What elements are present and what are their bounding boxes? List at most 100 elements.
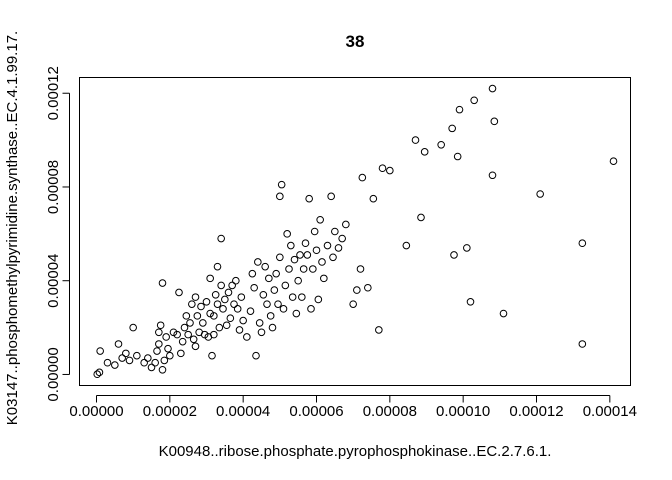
- x-tick-label: 0.00008: [363, 403, 417, 420]
- data-point: [287, 241, 295, 250]
- data-point: [490, 117, 499, 126]
- data-point: [437, 140, 445, 149]
- data-point: [211, 290, 220, 299]
- data-point: [232, 276, 240, 285]
- data-point: [342, 220, 350, 229]
- data-point: [338, 234, 346, 243]
- x-tick-label: 0.00014: [583, 403, 637, 420]
- data-point: [320, 274, 328, 283]
- data-point: [224, 288, 233, 297]
- data-point: [301, 239, 310, 248]
- x-axis-label: K00948..ribose.phosphate.pyrophosphokina…: [159, 443, 552, 460]
- data-point: [281, 281, 290, 290]
- data-point: [252, 351, 260, 360]
- data-point: [310, 227, 319, 236]
- data-point: [166, 351, 174, 360]
- y-tick-label: 0.00012: [45, 66, 62, 120]
- data-point: [96, 347, 104, 355]
- data-point: [466, 298, 475, 306]
- data-point: [417, 213, 425, 222]
- data-point: [125, 356, 134, 365]
- data-point: [578, 340, 587, 348]
- data-point: [266, 312, 275, 320]
- x-axis: 0.00000 0.00002 0.00004 0.00006 0.00008 0.000…: [69, 395, 637, 420]
- data-point: [268, 323, 277, 332]
- x-tick-label: 0.00002: [143, 403, 197, 420]
- data-point: [277, 180, 286, 189]
- chart-title: 38: [346, 32, 365, 51]
- data-point: [153, 347, 161, 355]
- data-point: [402, 241, 411, 250]
- data-point: [160, 356, 169, 365]
- data-point: [199, 319, 207, 327]
- data-point: [450, 251, 458, 259]
- data-point: [257, 328, 266, 337]
- data-point: [294, 276, 302, 285]
- plot-frame: [79, 77, 631, 386]
- data-point: [111, 361, 119, 369]
- data-point: [158, 279, 167, 287]
- data-point: [178, 337, 187, 346]
- data-point: [290, 255, 299, 264]
- data-point: [208, 351, 216, 360]
- data-point: [353, 286, 361, 294]
- data-point: [288, 293, 297, 301]
- data-point: [155, 328, 163, 337]
- data-point: [314, 295, 323, 304]
- data-point: [276, 253, 284, 262]
- data-point: [151, 358, 159, 367]
- data-point: [215, 323, 224, 332]
- x-tick-label: 0.00000: [69, 403, 123, 420]
- x-tick-label: 0.00004: [216, 403, 270, 420]
- y-tick-label: 0.00000: [45, 347, 62, 401]
- data-point: [272, 269, 280, 278]
- data-point: [276, 192, 284, 201]
- data-point: [364, 283, 372, 292]
- data-point: [202, 298, 211, 306]
- data-point: [254, 258, 262, 266]
- data-point: [312, 246, 321, 255]
- data-point: [93, 370, 102, 379]
- data-point: [114, 340, 123, 348]
- data-point: [259, 290, 268, 299]
- y-axis-label: K03147..phosphomethylpyrimidine.synthase…: [4, 31, 21, 425]
- data-point: [309, 265, 317, 273]
- data-point: [189, 335, 198, 344]
- data-point: [147, 363, 156, 372]
- data-point: [217, 234, 225, 243]
- data-point: [609, 157, 618, 165]
- data-point: [213, 300, 222, 308]
- data-point: [140, 358, 148, 367]
- data-point: [263, 300, 271, 308]
- data-point: [213, 262, 222, 271]
- data-point: [222, 321, 231, 330]
- x-tick-label: 0.00012: [509, 403, 563, 420]
- data-point: [318, 258, 326, 266]
- data-point: [375, 326, 383, 334]
- y-tick-label: 0.00008: [45, 160, 62, 214]
- data-point: [158, 365, 167, 374]
- data-point: [173, 330, 181, 339]
- data-point: [235, 326, 244, 334]
- data-point: [122, 349, 130, 358]
- data-point: [193, 312, 202, 320]
- data-point: [411, 136, 420, 144]
- data-point: [305, 194, 313, 203]
- data-point: [349, 300, 357, 308]
- data-point: [155, 340, 163, 348]
- data-point: [182, 312, 191, 320]
- data-point: [316, 215, 324, 224]
- data-point: [239, 316, 247, 325]
- data-point: [255, 319, 264, 327]
- data-point: [118, 354, 126, 362]
- data-point: [488, 84, 497, 93]
- data-point: [210, 312, 218, 320]
- data-point: [177, 349, 185, 358]
- data-point: [296, 251, 304, 259]
- data-point: [274, 300, 282, 308]
- data-point: [95, 368, 104, 377]
- data-point: [536, 190, 544, 198]
- data-points: [93, 84, 618, 379]
